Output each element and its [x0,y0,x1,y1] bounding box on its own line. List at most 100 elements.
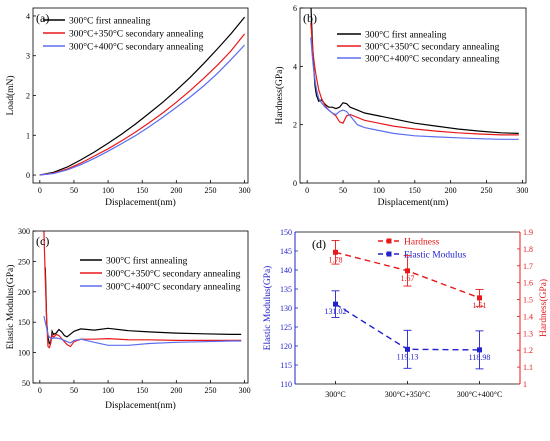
y2-tick-label: 1 [523,380,527,389]
y2-tick-label: 1.9 [523,228,533,237]
x-category-label: 300°C+400°C [457,390,503,399]
y-tick-label: 2 [26,92,30,101]
legend-entry: 300°C+350°C secondary annealing [365,42,500,53]
y-axis-label: Elastic Modulus(GPa) [262,266,273,351]
legend-entry: 300°C+400°C secondary annealing [365,54,500,65]
y-tick-label: 50 [22,379,30,388]
y-tick-label: 300 [18,227,30,236]
x-category-label: 300°C+350°C [385,390,431,399]
panel-a: 0 50 100 150 200 250 300 0 1 2 3 4 Displacement(nm) L… [5,7,251,208]
x-tick-label: 200 [170,386,182,395]
y-tick-label: 4 [293,62,297,71]
legend-entry: 300°C first annealing [69,16,151,27]
x-tick-label: 300 [516,186,528,195]
y-tick-label: 150 [280,228,292,237]
y-tick-label: 125 [280,323,292,332]
x-tick-label: 150 [136,186,148,195]
x-tick-label: 300 [239,386,251,395]
data-point [405,268,410,274]
y-tick-label: 100 [18,349,30,358]
legend-marker [386,251,392,257]
plot-frame [299,7,527,184]
y-tick-label: 1 [26,131,30,140]
x-tick-label: 150 [409,186,421,195]
data-label: 1.78 [329,255,343,264]
legend-entry: 300°C first annealing [106,256,188,267]
legend-entry: 300°C+350°C secondary annealing [69,29,204,40]
data-label: 119.13 [397,352,419,361]
x-tick-label: 0 [38,386,42,395]
y2-tick-label: 1.3 [523,329,533,338]
y-tick-label: 130 [280,304,292,313]
series-line-1 [39,33,246,176]
legend-entry: 300°C+400°C secondary annealing [106,282,241,293]
panel-d: 110 115 120 125 130 135 140 145 150 1 1.1 1.2 1.3 1.4… [262,228,549,399]
x-tick-label: 200 [170,186,182,195]
series-line-0 [44,267,242,345]
series-line-0 [310,8,519,134]
data-label: 118.98 [469,353,491,362]
y2-tick-label: 1.1 [523,363,533,372]
data-point [333,249,338,255]
x-tick-label: 200 [445,186,457,195]
y-axis-label: Load(mN) [5,75,16,115]
series-line-0 [39,16,246,176]
y2-tick-label: 1.7 [523,262,533,271]
panel-label: (b) [303,11,317,25]
y-tick-label: 0 [293,179,297,188]
series-line-1 [310,22,519,136]
data-label: 131.02 [325,307,347,316]
legend-entry: 300°C first annealing [365,30,447,41]
series-line-2 [43,315,242,346]
legend-entry: Hardness [404,238,440,248]
y-tick-label: 3 [26,52,30,61]
x-tick-label: 250 [481,186,493,195]
series-line-2 [39,44,246,176]
panel-b: 0 50 100 150 200 250 300 0 2 4 6 Displacement(nm) Ha… [274,4,528,208]
y-tick-label: 120 [280,342,292,351]
x-axis-label: Displacement(nm) [105,197,176,208]
x-tick-label: 0 [38,186,42,195]
data-point [477,295,482,301]
x-tick-label: 150 [136,386,148,395]
y-tick-label: 135 [280,285,292,294]
data-label: 1.67 [401,274,415,283]
y-tick-label: 110 [280,380,292,389]
y-tick-label: 150 [18,318,30,327]
panel-c: 0 50 100 150 200 250 300 50 100 150 200 250 300 Displ… [5,227,251,411]
panel-label: (d) [312,237,326,251]
panel-label: (c) [36,234,49,248]
data-point [333,301,338,307]
legend-entry: 300°C+400°C secondary annealing [69,42,204,53]
data-label: 1.51 [473,301,487,310]
x-tick-label: 100 [102,186,114,195]
x-tick-label: 0 [305,186,309,195]
y-tick-label: 115 [280,361,292,370]
x-tick-label: 100 [102,386,114,395]
y-axis-label: Hardness(GPa) [274,66,285,124]
y2-tick-label: 1.6 [523,279,533,288]
y-tick-label: 200 [18,288,30,297]
legend-marker [386,238,392,244]
y-tick-label: 4 [26,12,30,21]
y-tick-label: 6 [293,4,297,13]
series-line-1 [43,231,242,349]
y-tick-label: 140 [280,266,292,275]
y-axis-label: Elastic Modulus(GPa) [5,265,16,350]
y2-tick-label: 1.5 [523,296,533,305]
y2-tick-label: 1.4 [523,312,533,321]
data-point [405,346,410,352]
y2-tick-label: 1.2 [523,346,533,355]
x-category-label: 300°C [325,390,346,399]
x-axis-label: Displacement(nm) [378,197,449,208]
x-axis-label: Displacement(nm) [105,400,176,411]
y-tick-label: 145 [280,247,292,256]
plot-frame [32,230,249,384]
x-tick-label: 250 [204,386,216,395]
y2-axis-label: Hardness(GPa) [538,279,549,337]
x-tick-label: 50 [339,186,347,195]
x-tick-label: 100 [373,186,385,195]
y2-tick-label: 1.8 [523,245,533,254]
panel-label: (a) [36,11,49,25]
